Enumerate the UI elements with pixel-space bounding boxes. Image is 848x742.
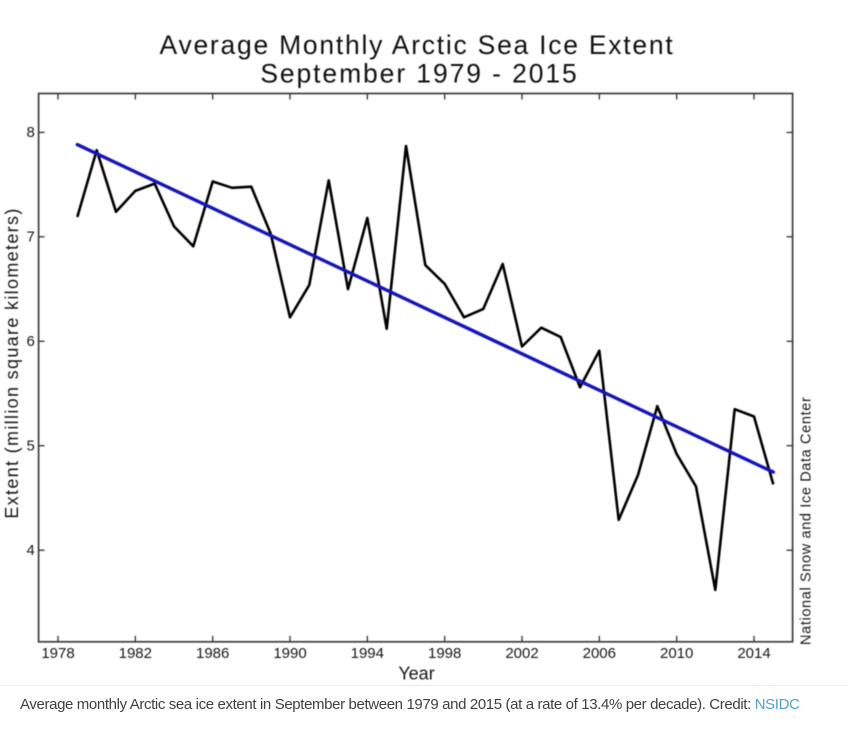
- svg-text:Extent (million square kilomet: Extent (million square kilometers): [2, 207, 22, 518]
- svg-text:5: 5: [26, 438, 34, 455]
- svg-text:1990: 1990: [273, 645, 306, 662]
- svg-text:6: 6: [26, 333, 34, 350]
- svg-text:National Snow and Ice Data Cen: National Snow and Ice Data Center: [799, 397, 815, 645]
- svg-text:7: 7: [26, 229, 34, 246]
- svg-text:Average Monthly Arctic Sea Ice: Average Monthly Arctic Sea Ice Extent: [160, 30, 675, 60]
- svg-text:1994: 1994: [351, 645, 384, 662]
- svg-text:8: 8: [26, 124, 34, 141]
- svg-text:2014: 2014: [737, 645, 770, 662]
- svg-text:1986: 1986: [196, 645, 229, 662]
- svg-text:1978: 1978: [41, 645, 74, 662]
- svg-text:2006: 2006: [583, 645, 616, 662]
- svg-text:2002: 2002: [505, 645, 538, 662]
- svg-text:4: 4: [26, 542, 34, 559]
- svg-text:1982: 1982: [119, 645, 152, 662]
- svg-text:2010: 2010: [660, 645, 693, 662]
- svg-text:1998: 1998: [428, 645, 461, 662]
- svg-text:Year: Year: [398, 663, 434, 683]
- svg-text:September 1979 - 2015: September 1979 - 2015: [260, 58, 578, 88]
